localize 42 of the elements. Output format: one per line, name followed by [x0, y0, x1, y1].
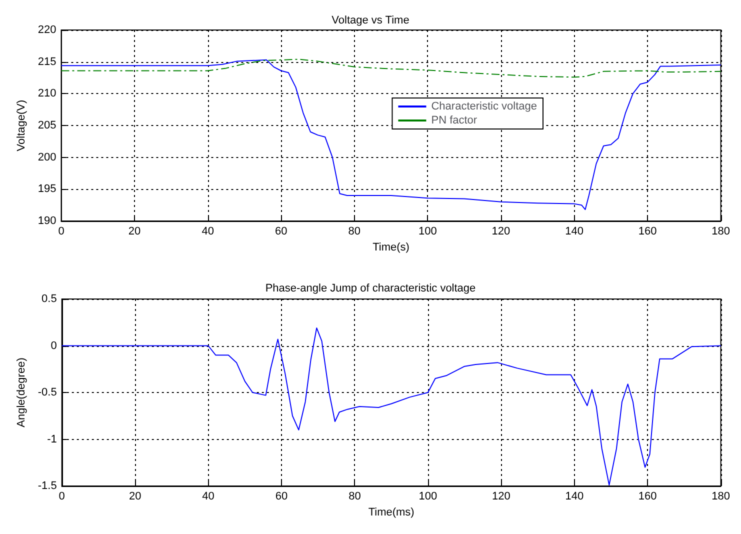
y-tick-label: 205 [38, 120, 56, 132]
x-tick-label: 80 [348, 490, 361, 502]
x-tick-label: 100 [418, 490, 438, 502]
x-tick-label: 40 [202, 490, 214, 502]
y-tick-label: -0.5 [38, 386, 57, 398]
legend-label: Characteristic voltage [431, 100, 538, 112]
y-tick-label: 0.5 [42, 293, 57, 305]
line-series [60, 58, 722, 78]
y-tick-label: 210 [38, 88, 56, 100]
y-tick-label: 220 [38, 24, 56, 36]
x-tick-label: 0 [58, 490, 65, 502]
y-tick-label: 190 [38, 215, 56, 227]
chart-title: Voltage vs Time [332, 14, 410, 26]
chart-title: Phase-angle Jump of characteristic voltage [265, 282, 476, 294]
x-axis-title: Time(s) [372, 241, 410, 254]
y-tick-label: -1 [47, 433, 57, 446]
x-tick-label: 160 [638, 490, 657, 502]
x-tick-label: 140 [565, 490, 584, 502]
x-tick-label: 60 [274, 226, 288, 238]
x-tick-label: 160 [638, 226, 657, 238]
y-tick-label: 0 [50, 340, 57, 352]
x-tick-label: 60 [275, 490, 288, 502]
x-tick-label: 20 [128, 490, 142, 502]
y-tick-label: -1.5 [38, 480, 57, 492]
line-series [60, 59, 722, 210]
x-tick-label: 80 [348, 226, 361, 238]
y-tick-label: 195 [38, 183, 56, 196]
x-tick-label: 180 [712, 226, 730, 238]
x-tick-label: 20 [128, 226, 141, 238]
y-axis-title: Voltage(V) [16, 100, 28, 152]
y-tick-label: 200 [38, 151, 56, 164]
x-tick-label: 180 [712, 490, 730, 502]
x-tick-label: 100 [418, 226, 437, 238]
y-tick-label: 215 [38, 56, 56, 68]
x-tick-label: 0 [58, 226, 64, 238]
x-tick-label: 120 [492, 226, 510, 238]
x-tick-label: 140 [565, 226, 584, 238]
legend-label: PN factor [431, 114, 478, 126]
y-axis-title: Angle(degree) [16, 358, 28, 428]
x-tick-label: 40 [202, 226, 214, 238]
x-axis-title: Time(ms) [368, 506, 414, 518]
x-tick-label: 120 [492, 490, 510, 502]
